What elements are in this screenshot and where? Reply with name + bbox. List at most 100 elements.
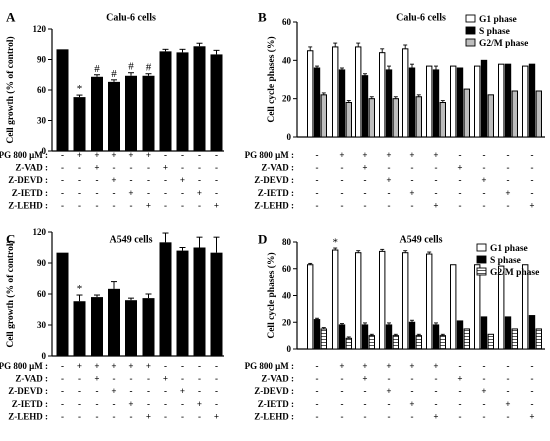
treatment-sign: -: [435, 386, 438, 396]
bar: [56, 49, 69, 152]
treatment-sign: -: [113, 374, 116, 384]
treatment-sign: -: [164, 175, 167, 185]
y-axis-label: Cell growth (% of control): [5, 240, 16, 347]
treatment-sign: -: [531, 386, 534, 396]
bar-g1-phase: [498, 265, 505, 350]
bar-s-phase: [528, 315, 536, 350]
treatment-sign: -: [215, 399, 218, 409]
bar-g1-phase: [402, 48, 409, 138]
bar-s-phase: [528, 63, 536, 138]
y-tick-label: 60: [282, 17, 292, 27]
treatment-sign: +: [111, 361, 116, 371]
treatment-sign: +: [214, 411, 219, 421]
bar-s-phase: [432, 324, 440, 350]
treatment-sign: -: [507, 175, 510, 185]
treatment-sign: -: [147, 163, 150, 173]
bar: [108, 81, 120, 151]
treatment-sign: -: [341, 374, 344, 384]
treatment-sign: +: [362, 150, 367, 160]
treatment-sign: -: [388, 374, 391, 384]
treatment-row-label: Z-DEVD :: [8, 175, 48, 185]
treatment-sign: -: [164, 188, 167, 198]
bar-g1-phase: [332, 249, 339, 350]
bar-g2-m-phase: [320, 94, 328, 138]
treatment-sign: -: [198, 163, 201, 173]
treatment-sign: +: [146, 200, 151, 210]
treatment-sign: +: [409, 399, 414, 409]
bar-g1-phase: [307, 264, 314, 350]
treatment-row-label: PG 800 μM :: [245, 361, 294, 371]
bar-g1-phase: [498, 63, 505, 138]
y-tick-label: 30: [37, 320, 47, 330]
y-axis-label: Cell cycle phases (%): [266, 36, 277, 122]
bar-s-phase: [456, 320, 464, 350]
bar-g2-m-phase: [463, 328, 471, 350]
treatment-sign: -: [531, 175, 534, 185]
bar: [91, 297, 103, 356]
treatment-sign: +: [505, 188, 510, 198]
treatment-sign: -: [215, 374, 218, 384]
treatment-sign: +: [128, 150, 133, 160]
treatment-sign: +: [94, 163, 99, 173]
y-tick-label: 20: [282, 317, 292, 327]
treatment-row-label: Z-IETD :: [258, 188, 294, 198]
treatment-sign: -: [96, 399, 99, 409]
treatment-sign: -: [215, 386, 218, 396]
treatment-sign: -: [215, 163, 218, 173]
treatment-sign: -: [411, 386, 414, 396]
treatment-sign: -: [459, 411, 462, 421]
treatment-sign: -: [78, 399, 81, 409]
bar-g2-m-phase: [415, 335, 423, 350]
bar-s-phase: [313, 67, 321, 138]
treatment-sign: -: [459, 399, 462, 409]
treatment-sign: +: [386, 175, 391, 185]
treatment-sign: -: [78, 188, 81, 198]
treatment-sign: -: [316, 200, 319, 210]
bar: [210, 252, 223, 356]
legend-swatch: [465, 26, 476, 35]
treatment-sign: +: [214, 200, 219, 210]
treatment-sign: -: [181, 374, 184, 384]
bar-g1-phase: [450, 65, 457, 138]
treatment-sign: -: [507, 150, 510, 160]
treatment-sign: +: [111, 150, 116, 160]
treatment-sign: -: [61, 150, 64, 160]
treatment-sign: -: [459, 188, 462, 198]
treatment-sign: -: [364, 175, 367, 185]
bar-g1-phase: [450, 264, 457, 350]
bar: [142, 75, 155, 151]
treatment-sign: -: [411, 411, 414, 421]
treatment-sign: -: [507, 411, 510, 421]
treatment-row-label: Z-DEVD :: [8, 386, 48, 396]
treatment-sign: +: [433, 200, 438, 210]
treatment-sign: -: [130, 163, 133, 173]
bar-g2-m-phase: [535, 328, 542, 350]
legend-swatch: [476, 255, 487, 264]
treatment-sign: +: [457, 163, 462, 173]
legend-label: G2/M phase: [490, 268, 539, 278]
treatment-sign: -: [531, 163, 534, 173]
treatment-sign: -: [181, 361, 184, 371]
treatment-row-label: Z-DEVD :: [254, 386, 294, 396]
treatment-sign: -: [61, 200, 64, 210]
treatment-sign: -: [147, 399, 150, 409]
treatment-row-label: Z-IETD :: [12, 188, 48, 198]
bar-g2-m-phase: [511, 328, 518, 350]
y-tick-label: 30: [37, 116, 47, 126]
treatment-sign: -: [435, 188, 438, 198]
bar-s-phase: [480, 316, 488, 350]
treatment-sign: -: [198, 175, 201, 185]
bar-g2-m-phase: [439, 335, 447, 350]
bar-s-phase: [338, 69, 346, 138]
treatment-sign: -: [78, 175, 81, 185]
treatment-sign: +: [433, 411, 438, 421]
bar: [193, 247, 206, 356]
treatment-sign: -: [483, 188, 486, 198]
treatment-sign: +: [386, 386, 391, 396]
treatment-sign: -: [198, 386, 201, 396]
treatment-sign: -: [130, 374, 133, 384]
treatment-sign: +: [409, 188, 414, 198]
treatment-sign: -: [316, 374, 319, 384]
treatment-sign: -: [78, 163, 81, 173]
